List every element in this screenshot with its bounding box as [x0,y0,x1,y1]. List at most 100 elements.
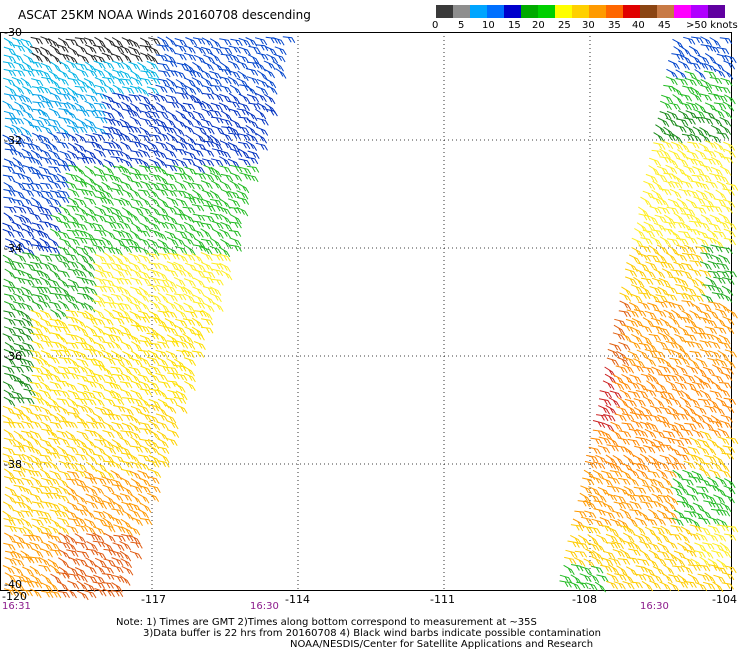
wind-barb [20,589,33,597]
wind-barb [165,269,179,277]
wind-barb [692,510,705,521]
wind-barb [58,300,70,311]
wind-barb [93,430,105,442]
wind-barb [724,54,737,64]
wind-barb [92,222,105,231]
wind-barb [656,468,668,479]
wind-barb [148,45,161,56]
wind-barb [12,421,25,429]
wind-barb [220,270,233,281]
wind-barb [227,190,240,199]
wind-barb [47,444,60,455]
wind-barb [104,389,117,398]
wind-barb [174,148,187,156]
wind-barb [266,84,278,95]
wind-barb [103,308,116,320]
wind-barb [57,164,71,172]
wind-barb [11,286,25,295]
wind-barb [22,556,35,564]
wind-barb [256,126,269,136]
wind-barb [103,214,117,223]
wind-barb [238,158,251,167]
wind-barb [676,237,689,245]
wind-barb [139,518,153,525]
wind-barb [613,581,626,590]
wind-barb [677,485,690,496]
wind-barb [164,318,177,328]
wind-barb [236,54,250,64]
wind-barb [95,174,108,182]
wind-barb [75,236,88,244]
wind-barb [102,484,115,494]
wind-barb [639,541,652,550]
wind-barb [11,476,25,486]
wind-barb [715,189,727,201]
wind-barb [598,398,612,406]
wind-barb [128,508,141,519]
wind-barb [59,126,71,137]
wind-barb [130,150,143,158]
wind-barb [164,117,176,128]
wind-barb [192,286,205,296]
wind-barb [691,341,704,350]
wind-barb [693,461,706,472]
wind-barb [690,253,704,262]
colorbar-label: >50 knots [686,20,738,31]
wind-barb [29,261,43,270]
wind-barb [701,549,714,559]
wind-barb [220,132,233,142]
wind-barb [84,100,97,111]
wind-barb [639,453,652,464]
wind-barb [20,38,33,48]
wind-barb [12,396,25,404]
wind-barb [101,132,115,140]
wind-barb [175,340,189,349]
wind-barb [688,397,700,407]
wind-barb [11,493,24,503]
wind-barb [68,573,81,581]
wind-barb [697,445,710,456]
wind-barb [227,76,240,87]
wind-barb [111,492,124,502]
wind-barb [57,541,71,550]
wind-barb [110,590,124,598]
wind-barb [702,542,715,550]
wind-barb [40,309,52,320]
wind-barb [12,334,25,342]
wind-barb [121,215,134,224]
wind-barb [12,245,25,254]
wind-barb [700,79,713,89]
wind-barb [657,542,670,553]
wind-barb [111,118,124,128]
wind-barb [686,317,698,328]
wind-barb [50,309,62,320]
wind-barb [723,148,736,158]
wind-barb [192,213,206,222]
wind-barb [121,565,134,576]
wind-barb [227,158,240,168]
wind-barb [139,196,152,207]
wind-barb [66,342,79,349]
wind-barb [112,317,125,325]
wind-barb [86,485,98,496]
wind-barb [22,228,35,239]
wind-barb [93,421,106,429]
wind-barb [676,493,689,504]
wind-speed-colorbar [436,5,725,21]
wind-barb [156,332,168,343]
wind-barb [193,237,206,249]
wind-barb [650,325,663,333]
wind-barb [661,140,674,150]
wind-barb [219,46,233,55]
wind-barb [137,461,150,471]
wind-barb [119,324,132,335]
wind-barb [202,132,214,143]
wind-barb [620,332,632,343]
wind-barb [688,476,702,484]
wind-barb [39,485,52,493]
wind-barb [83,302,96,313]
wind-barb [639,549,651,561]
wind-barb [282,36,296,43]
wind-barb [644,310,657,320]
wind-barb [717,428,730,438]
